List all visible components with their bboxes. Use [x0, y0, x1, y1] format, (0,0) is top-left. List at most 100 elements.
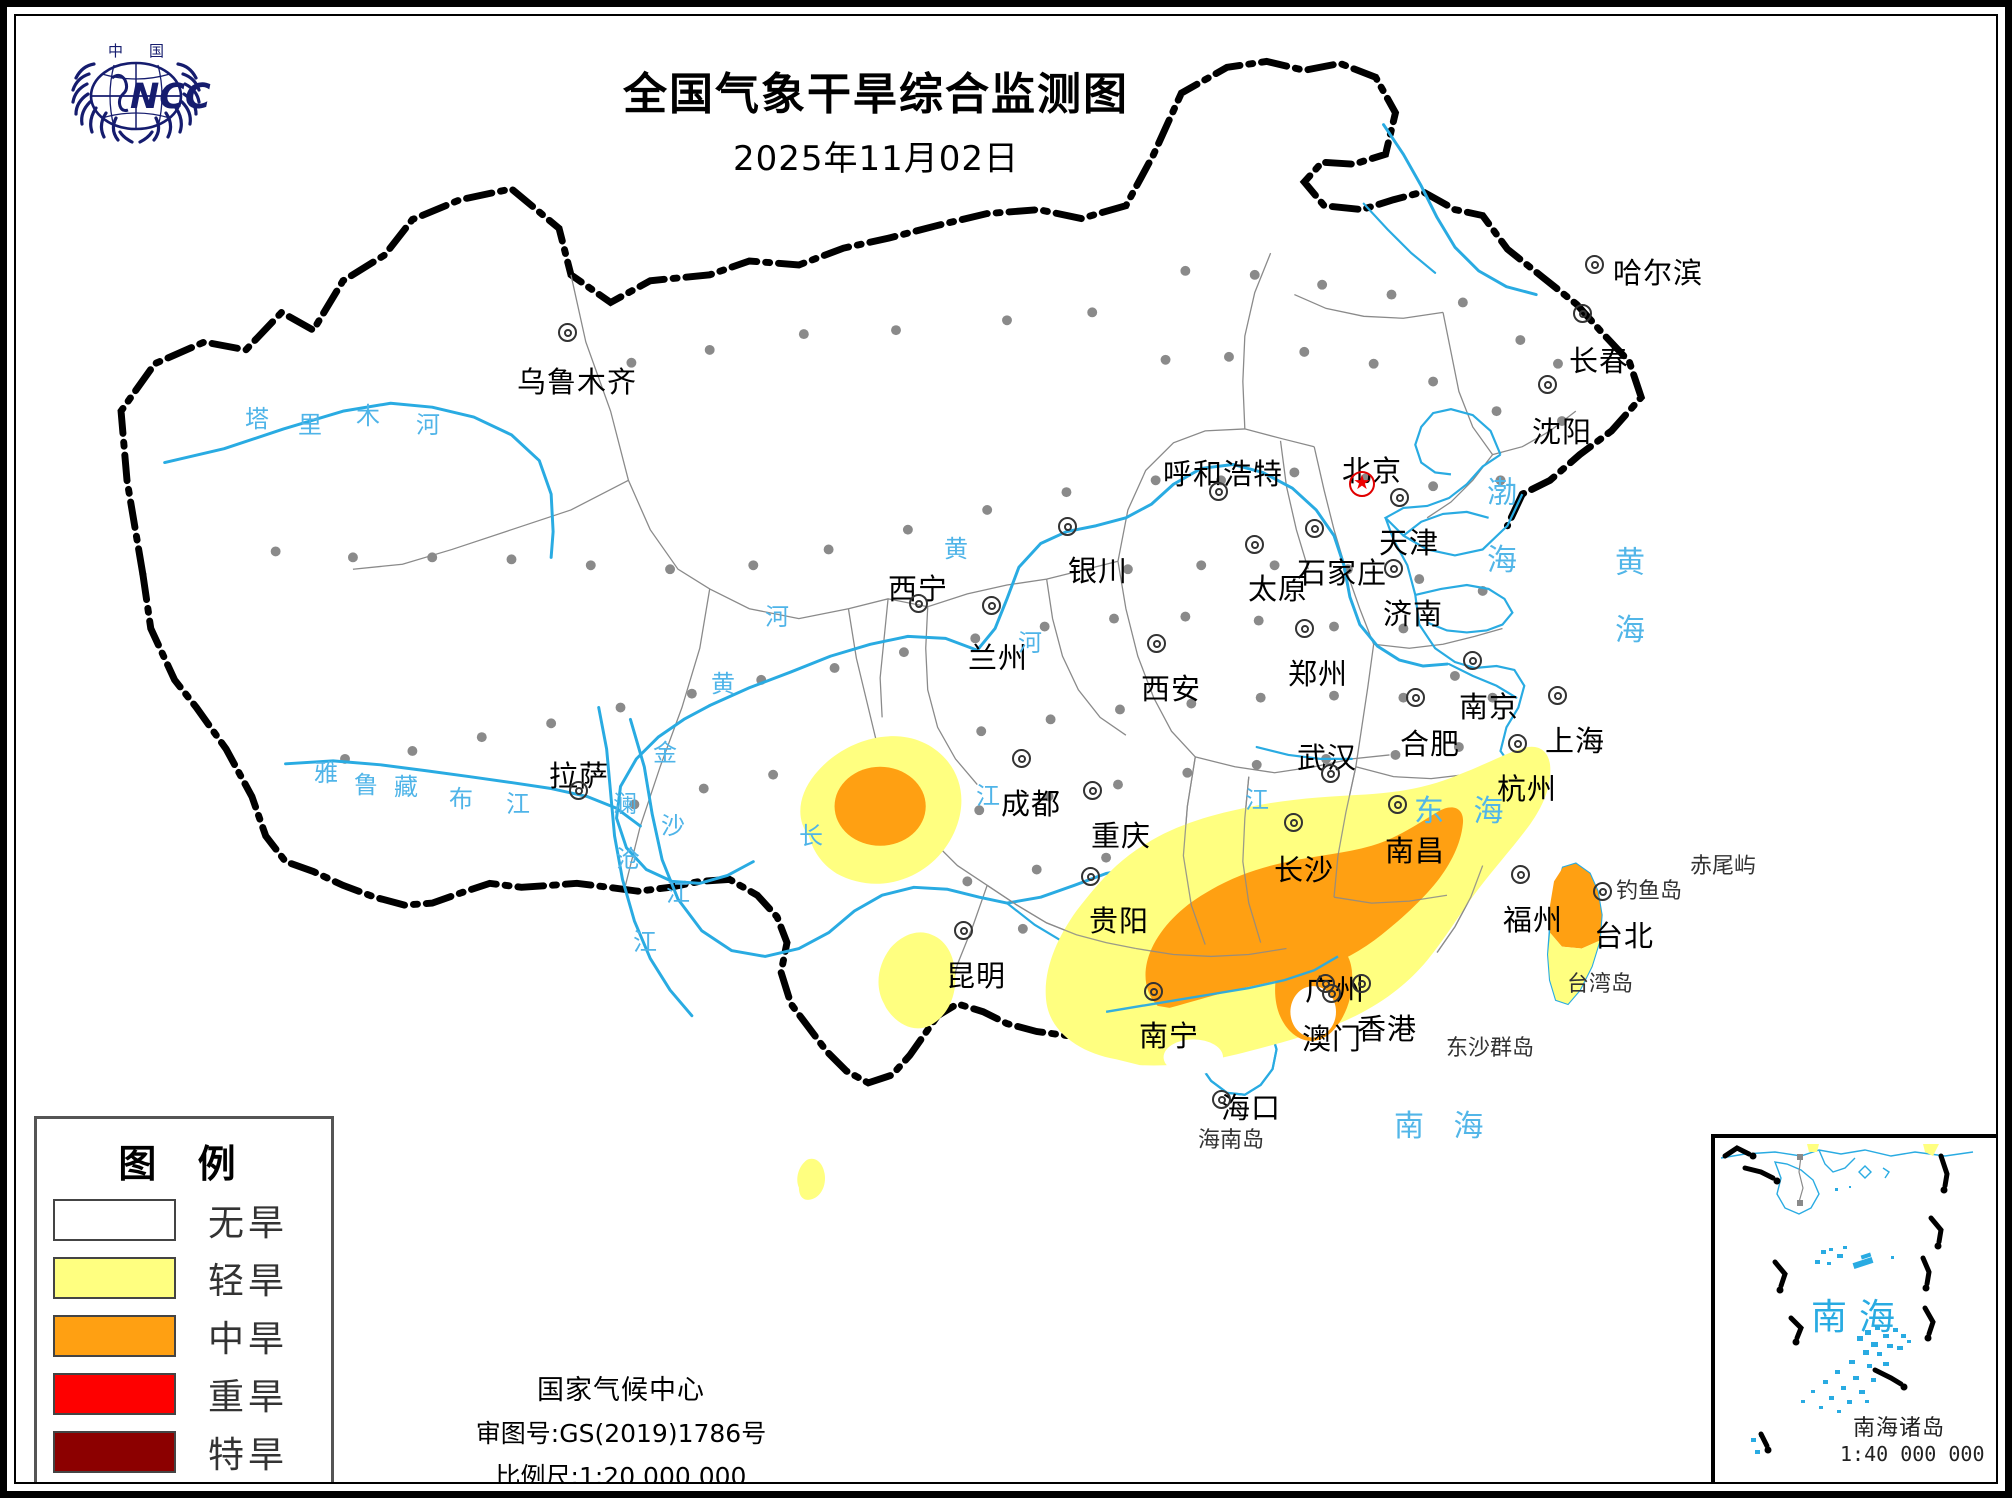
legend-label-0: 无旱: [208, 1203, 289, 1244]
legend-swatch-2: [53, 1315, 176, 1357]
city-marker-香港: [1352, 974, 1371, 993]
river-label-11: 布: [449, 785, 473, 813]
footer-organization: 国家气候中心: [537, 1375, 705, 1406]
sea-label-3: 南 海: [1394, 1109, 1494, 1144]
city-label-香港: 香港: [1357, 1012, 1418, 1046]
footer-approval-number: 审图号:GS(2019)1786号: [475, 1419, 767, 1448]
city-marker-济南: [1384, 559, 1403, 578]
city-label-海口: 海口: [1221, 1091, 1282, 1125]
legend-row-1: 轻旱: [53, 1252, 331, 1304]
logo-top-text: 中: [108, 42, 123, 60]
city-label-南昌: 南昌: [1385, 834, 1446, 868]
city-label-南京: 南京: [1459, 690, 1520, 724]
city-marker-福州: [1511, 865, 1530, 884]
city-marker-沈阳: [1538, 375, 1557, 394]
city-marker-贵阳: [1081, 867, 1100, 886]
river-label-1: 里: [298, 411, 322, 439]
legend-row-4: 特旱: [53, 1426, 331, 1478]
drought-zone-yunnan-border-light: [797, 1158, 826, 1200]
legend-row-0: 无旱: [53, 1194, 331, 1246]
city-label-合肥: 合肥: [1400, 727, 1461, 761]
drought-zone-hunan-jiangxi-moderate: [1145, 807, 1464, 1008]
legend-box: 图 例 无旱轻旱中旱重旱特旱: [34, 1116, 334, 1482]
city-marker-澳门: [1322, 984, 1341, 1003]
legend-swatch-4: [53, 1431, 176, 1473]
city-label-成都: 成都: [1001, 787, 1062, 821]
river-label-18: 江: [633, 928, 657, 956]
city-label-台北: 台北: [1594, 919, 1655, 953]
legend-row-2: 中旱: [53, 1310, 331, 1362]
city-marker-合肥: [1406, 688, 1425, 707]
city-label-昆明: 昆明: [946, 959, 1007, 993]
city-marker-哈尔滨: [1585, 255, 1604, 274]
legend-row-3: 重旱: [53, 1368, 331, 1420]
footer-block: 国家气候中心 审图号:GS(2019)1786号 比例尺:1:20 000 00…: [406, 1368, 836, 1484]
legend-title: 图 例: [118, 1142, 250, 1186]
sea-label-1: 黄 海: [1609, 546, 1644, 658]
city-marker-南京: [1463, 651, 1482, 670]
river-label-21: 江: [1245, 786, 1269, 814]
city-marker-海口: [1212, 1090, 1231, 1109]
city-marker-武汉: [1321, 764, 1340, 783]
island-label-3: 东沙群岛: [1446, 1036, 1535, 1061]
south-china-sea-inset: 南海 南海诸岛 1:40 000 000: [1711, 1134, 1996, 1482]
river-label-10: 藏: [394, 773, 418, 801]
city-marker-西宁: [909, 594, 928, 613]
city-label-天津: 天津: [1379, 526, 1440, 560]
city-marker-成都: [1012, 749, 1031, 768]
logo-acronym: NCC: [130, 77, 211, 117]
river-label-12: 江: [506, 790, 530, 818]
city-marker-石家庄: [1305, 519, 1324, 538]
map-frame: .prov{fill:none;stroke:#8a8a8a;stroke-wi…: [14, 14, 1998, 1484]
capital-star-marker: ★: [1349, 471, 1375, 497]
footer-scale: 比例尺:1:20 000 000: [495, 1462, 747, 1484]
inset-scale-label: 1:40 000 000: [1840, 1442, 1985, 1466]
city-label-长沙: 长沙: [1274, 853, 1335, 887]
city-label-福州: 福州: [1503, 903, 1564, 937]
legend-swatch-1: [53, 1257, 176, 1299]
river-label-17: 沧: [616, 845, 640, 873]
river-label-13: 金: [653, 739, 677, 767]
city-marker-西安: [1147, 634, 1166, 653]
city-label-沈阳: 沈阳: [1532, 415, 1593, 449]
river-label-7: 河: [1018, 629, 1042, 657]
city-label-贵阳: 贵阳: [1089, 904, 1150, 938]
city-marker-长沙: [1284, 813, 1303, 832]
city-marker-太原: [1245, 535, 1264, 554]
legend-rows: 无旱轻旱中旱重旱特旱: [37, 1194, 331, 1478]
river-label-16: 澜: [613, 790, 637, 818]
city-marker-拉萨: [569, 781, 588, 800]
river-label-9: 鲁: [354, 771, 378, 799]
city-marker-重庆: [1083, 781, 1102, 800]
city-marker-呼和浩特: [1209, 482, 1228, 501]
city-marker-上海: [1548, 686, 1567, 705]
city-label-郑州: 郑州: [1288, 657, 1349, 691]
river-label-4: 黄: [711, 670, 735, 698]
city-marker-台北: [1593, 882, 1612, 901]
island-label-1: 赤尾屿: [1690, 854, 1757, 879]
island-label-2: 台湾岛: [1567, 972, 1634, 997]
river-label-0: 塔: [245, 405, 269, 433]
city-label-乌鲁木齐: 乌鲁木齐: [517, 365, 638, 399]
sea-label-0: 渤 海: [1481, 476, 1516, 588]
drought-zone-sichuan-south-light: [878, 932, 956, 1029]
legend-label-2: 中旱: [208, 1319, 289, 1360]
drought-zone-west-moderate: [834, 766, 926, 846]
inset-islands-name: 南海诸岛: [1853, 1416, 1946, 1441]
river-label-20: 江: [976, 782, 1000, 810]
svg-text:国: 国: [149, 42, 164, 60]
city-marker-长春: [1573, 304, 1592, 323]
drought-hole-2: [1395, 984, 1447, 1028]
city-label-济南: 济南: [1383, 597, 1444, 631]
city-label-西安: 西安: [1141, 672, 1202, 706]
island-label-4: 海南岛: [1198, 1128, 1265, 1153]
legend-label-3: 重旱: [208, 1377, 289, 1418]
city-marker-郑州: [1295, 619, 1314, 638]
page-title: 全国气象干旱综合监测图: [623, 69, 1129, 120]
city-marker-天津: [1390, 488, 1409, 507]
river-label-15: 江: [666, 879, 690, 907]
city-marker-杭州: [1508, 734, 1527, 753]
city-label-南宁: 南宁: [1139, 1019, 1200, 1053]
river-label-3: 河: [416, 411, 440, 439]
